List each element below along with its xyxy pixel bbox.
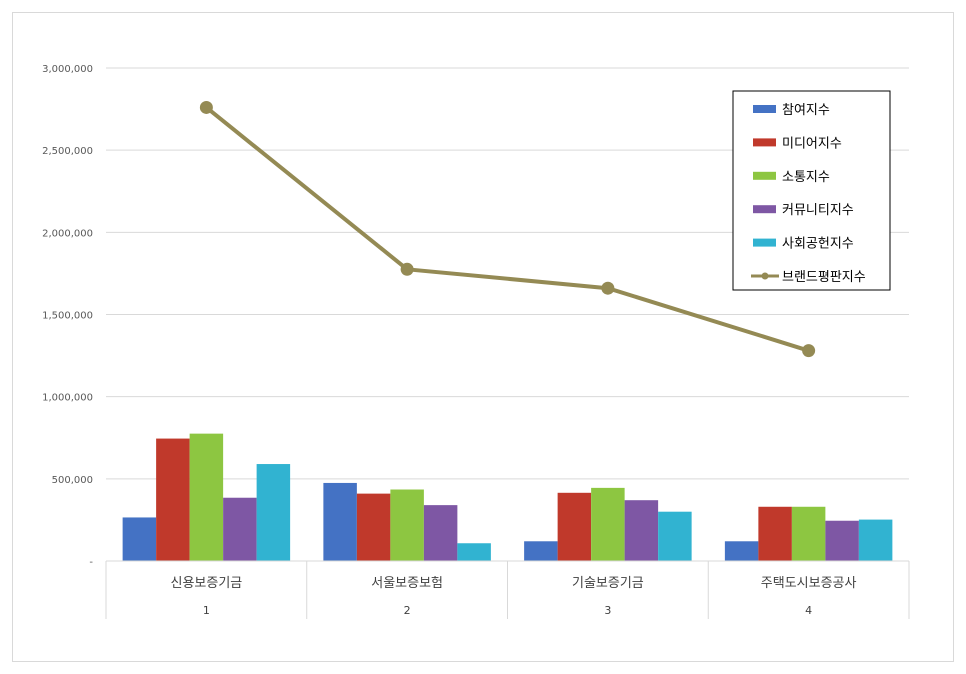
y-tick-label: -	[89, 557, 93, 568]
legend-swatch-marker	[761, 272, 769, 280]
bar-3-2	[390, 489, 424, 561]
y-tick-label: 3,000,000	[42, 64, 93, 75]
x-group-label: 2	[404, 604, 411, 617]
legend-swatch	[753, 138, 776, 147]
bar-2-3	[557, 492, 592, 561]
bar-3-4	[791, 506, 826, 561]
legend-label: 커뮤니티지수	[782, 203, 854, 218]
x-group-label: 4	[805, 604, 812, 617]
line-series	[199, 100, 816, 358]
bar-1-2	[323, 482, 357, 561]
x-category-label: 신용보증기금	[170, 576, 242, 591]
gridlines	[106, 67, 909, 480]
legend-box	[732, 90, 891, 291]
x-group-label: 3	[604, 604, 611, 617]
bar-4-4	[825, 520, 859, 561]
line-point-4	[802, 344, 816, 358]
line-point-1	[199, 100, 213, 114]
bar-5-1	[256, 464, 291, 561]
bar-1-1	[122, 517, 157, 561]
x-category-label: 주택도시보증공사	[761, 576, 857, 591]
legend-swatch	[753, 238, 776, 247]
legend-swatch	[753, 105, 776, 113]
bar-3-3	[591, 487, 625, 561]
line-series-path	[205, 105, 810, 353]
legend-label: 브랜드평판지수	[782, 270, 866, 285]
x-category-label: 서울보증보험	[371, 576, 443, 591]
legend-label: 사회공헌지수	[782, 237, 854, 252]
y-tick-label: 2,500,000	[42, 146, 93, 157]
y-axis-ticks: - 500,000 1,000,000 1,500,000 2,000,000 2,500…	[42, 64, 93, 568]
bar-2-2	[356, 493, 391, 561]
line-point-3	[601, 281, 615, 295]
bars	[122, 433, 893, 561]
bar-3-1	[189, 433, 224, 561]
y-tick-label: 1,500,000	[42, 311, 93, 322]
legend-label: 참여지수	[782, 103, 830, 118]
chart-svg: - 500,000 1,000,000 1,500,000 2,000,000 2,500…	[42, 64, 910, 619]
bar-1-3	[524, 541, 558, 561]
x-axis: 신용보증기금 1 서울보증보험 2 기술보증기금 3 주택도시보증공사 4	[105, 560, 910, 619]
bar-2-1	[156, 438, 190, 561]
y-tick-label: 2,000,000	[42, 228, 93, 239]
bar-4-3	[624, 500, 659, 561]
bar-2-4	[758, 506, 792, 561]
x-group-label: 1	[203, 604, 210, 617]
legend-swatch	[753, 205, 776, 214]
chart-frame: - 500,000 1,000,000 1,500,000 2,000,000 2,500…	[12, 12, 954, 662]
y-tick-label: 1,000,000	[42, 393, 93, 404]
x-category-label: 기술보증기금	[572, 576, 644, 591]
bar-4-1	[223, 497, 257, 561]
legend-swatch	[753, 171, 776, 180]
bar-5-2	[457, 543, 491, 561]
bar-5-3	[658, 511, 692, 561]
line-point-2	[400, 262, 414, 276]
y-tick-label: 500,000	[52, 475, 93, 486]
bar-1-4	[724, 541, 759, 561]
bar-5-4	[858, 519, 893, 561]
bar-4-2	[423, 505, 458, 561]
legend-label: 소통지수	[782, 170, 830, 185]
legend-label: 미디어지수	[782, 136, 842, 151]
